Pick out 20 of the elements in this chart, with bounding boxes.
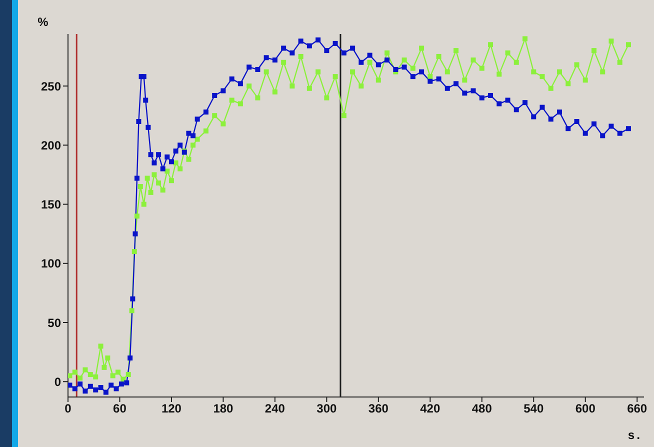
x-tick-label: 540: [524, 402, 544, 416]
x-tick-label: 300: [316, 402, 338, 416]
x-tick-label: 0: [64, 402, 72, 416]
y-tick-label: 250: [40, 79, 62, 94]
x-tick-label: 480: [472, 402, 492, 416]
x-tick-label: 60: [113, 402, 127, 416]
x-tick-label: 660: [627, 402, 648, 416]
x-tick-label: 180: [213, 402, 234, 416]
y-tick-label: 50: [48, 316, 62, 330]
x-tick-label: 120: [161, 402, 182, 416]
y-tick-label: 150: [40, 198, 62, 212]
x-tick-label: 240: [264, 402, 286, 416]
y-tick-label: 100: [40, 256, 62, 271]
y-tick-label: 0: [54, 374, 62, 389]
x-tick-label: 600: [575, 402, 596, 416]
x-axis-title: s.: [628, 429, 642, 443]
x-tick-label: 360: [368, 402, 389, 416]
x-tick-label: 420: [420, 402, 440, 416]
y-axis-title: %: [38, 15, 49, 29]
y-tick-label: 200: [40, 138, 62, 152]
